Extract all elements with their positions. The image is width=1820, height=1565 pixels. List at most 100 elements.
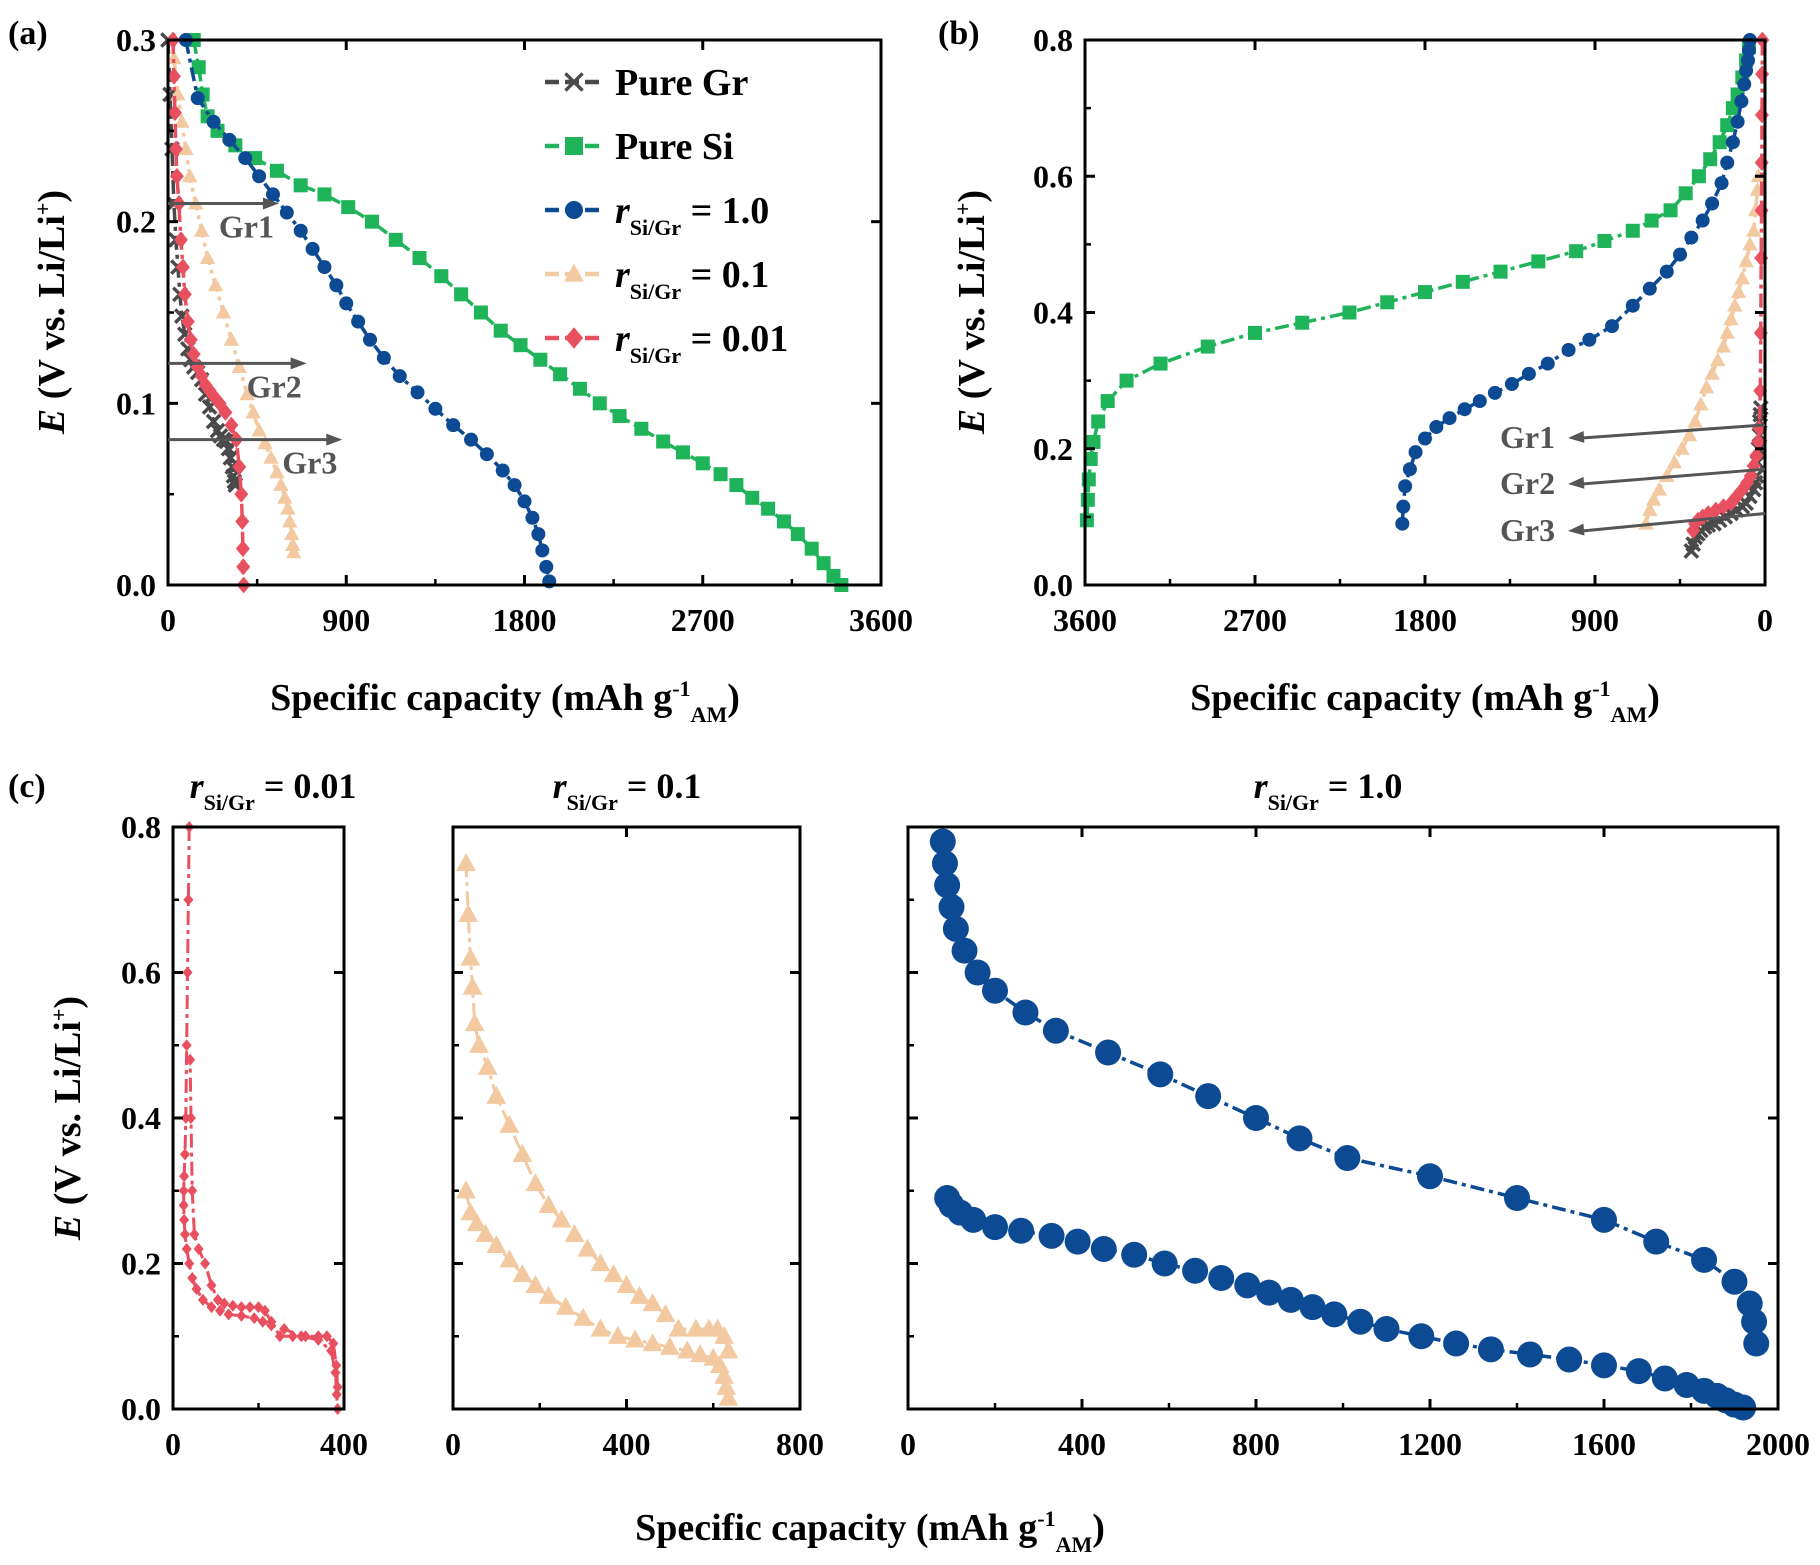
x-tick-label: 0	[445, 1426, 461, 1462]
pc1-r001-point	[328, 1337, 339, 1350]
pc2-r01-point	[499, 1249, 520, 1268]
pa-r01-point	[257, 435, 273, 450]
pb-pure_si-point	[1380, 295, 1395, 310]
pc1-r001-point	[313, 1330, 324, 1343]
panel-c-r01-title: rSi/Gr = 0.1	[553, 766, 702, 815]
x-tick-label: 900	[1571, 602, 1619, 638]
x-tick-label: 1600	[1572, 1426, 1636, 1462]
pa-pure_si-point	[816, 556, 831, 571]
pc2-r01-point	[642, 1333, 663, 1352]
panel-a-legend: Pure Gr Pure Si rSi/Gr = 1.0 rSi/Gr = 0.1 rS…	[545, 62, 788, 368]
pc1-r001-point	[279, 1322, 290, 1335]
pc1-r001-point	[253, 1301, 264, 1314]
pa-r01-point	[280, 500, 296, 515]
pc1-r001-point	[227, 1299, 238, 1312]
pb-pure_si-point	[1691, 169, 1706, 184]
pb-r01-point	[1730, 284, 1747, 299]
pb-r01-point	[1738, 253, 1754, 268]
pb-r10-point	[1642, 281, 1657, 296]
pa-r10-point	[293, 223, 308, 238]
y-tick-label: 0.1	[116, 385, 156, 421]
pb-r01-point	[1698, 379, 1715, 394]
pc2-r01-point	[690, 1344, 711, 1363]
pa-r10-point	[351, 314, 366, 329]
pa-r001-point	[167, 104, 182, 122]
pc2-r01-point	[718, 1340, 739, 1359]
pb-r01-point	[1719, 324, 1735, 339]
pc2-r01-point	[686, 1318, 706, 1337]
pa-pure_si-point	[388, 232, 403, 247]
pb-pure_si-point	[1703, 152, 1718, 167]
pc2-r01-point	[718, 1387, 739, 1406]
pc1-r001-point	[181, 1242, 192, 1255]
pa-r01-point	[273, 477, 289, 492]
pb-pure_si-point	[1080, 492, 1095, 507]
y-tick-label: 0.3	[116, 22, 156, 58]
y-tick-label: 0.0	[121, 1391, 161, 1427]
pb-r001-point	[1740, 474, 1755, 492]
gr-annotation-label: Gr1	[219, 209, 274, 245]
pc2-r01-point	[538, 1285, 559, 1304]
pa-r10-point	[464, 432, 479, 447]
pa-r01-point	[269, 464, 285, 479]
panel-b-chart: 3600 2700 1800 900 0 0.0 0.2 0.4 0.6 0.8 Gr1 Gr2 Gr…	[950, 22, 1773, 727]
pa-r10-point	[222, 132, 237, 147]
pa-r001-point	[177, 285, 192, 303]
pc3-r10-point	[1182, 1257, 1209, 1284]
gr-arrow-head	[1568, 430, 1585, 443]
pc1-series-r001-0-line	[182, 826, 340, 1410]
pa-r10-point	[329, 278, 344, 293]
pa-r01-point	[282, 513, 298, 528]
pc3-r10-point	[1721, 1268, 1748, 1295]
pa-r10-point	[539, 559, 554, 574]
pa-r10-point	[339, 296, 354, 311]
pc3-r10-point	[1064, 1228, 1091, 1255]
pc3-r10-point	[1443, 1330, 1470, 1357]
pc2-r01-point	[462, 976, 483, 995]
pb-r10-point	[1695, 213, 1710, 228]
legend-marker-r001	[565, 327, 583, 349]
panel-c-r01-chart: 0 400 800 rSi/Gr = 0.1	[445, 766, 824, 1462]
pb-r10-point	[1625, 298, 1640, 313]
pc2-r01-point	[555, 1296, 576, 1315]
pa-r001-point	[168, 140, 183, 158]
pb-r10-point	[1741, 43, 1756, 58]
pb-r001-point	[1729, 488, 1744, 505]
pc3-r10-point	[951, 937, 978, 964]
pc3-r10-point	[1008, 1217, 1035, 1244]
pb-r01-point	[1704, 365, 1720, 380]
pc3-r10-point	[1151, 1250, 1178, 1277]
pb-pure_si-point	[1644, 213, 1659, 228]
pc2-r01-point	[456, 853, 476, 872]
y-tick-label: 0.6	[1033, 158, 1073, 194]
pc3-r10-point	[1042, 1017, 1069, 1044]
pc3-r10-point	[934, 872, 961, 899]
pb-series-r10-2-line	[1400, 39, 1752, 524]
pa-r001-point	[236, 558, 251, 576]
pc2-r01-point	[607, 1325, 628, 1344]
pa-r01-point	[207, 277, 224, 292]
pc1-r001-point	[274, 1330, 285, 1343]
pc3-r10-point	[1347, 1308, 1374, 1335]
x-tick-label: 1200	[1398, 1426, 1462, 1462]
pa-r001-point	[186, 345, 201, 363]
x-tick-label: 1800	[493, 602, 557, 638]
pb-r001-point	[1724, 494, 1738, 512]
pa-r10-point	[446, 418, 461, 433]
pa-pure_si-point	[473, 305, 488, 320]
pb-r001-point	[1743, 467, 1758, 485]
pa-r10-point	[531, 527, 546, 542]
pc3-r10-point	[938, 894, 965, 921]
pa-r10-point	[376, 350, 391, 365]
pa-r10-point	[517, 494, 532, 509]
pb-pure_si-point	[1663, 203, 1678, 218]
pc1-r001-point	[321, 1330, 332, 1343]
pb-pure_si-point	[1083, 451, 1098, 466]
pa-r01-point	[284, 526, 300, 541]
x-tick-label: 800	[776, 1426, 824, 1462]
y-tick-label: 0.6	[121, 955, 161, 991]
pa-r01-point	[199, 249, 216, 264]
pa-r01-point	[223, 331, 240, 346]
pb-r01-point	[1693, 396, 1709, 411]
pa-pure_si-point	[191, 60, 206, 75]
